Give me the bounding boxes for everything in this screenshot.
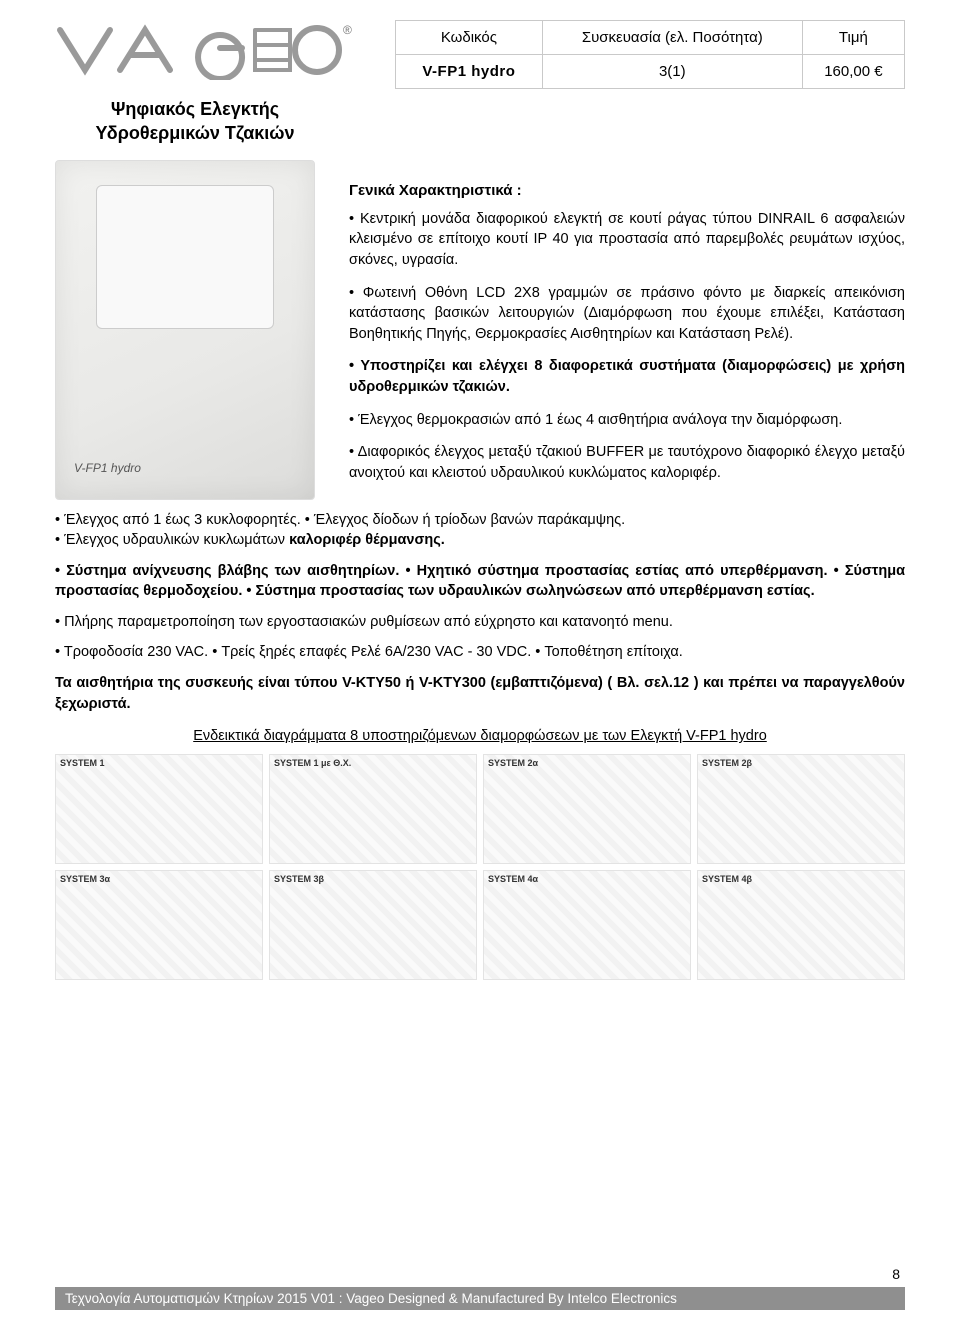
diagrams-grid: SYSTEM 1 SYSTEM 1 με Θ.Χ. SYSTEM 2α SYST… (55, 754, 905, 980)
page-number: 8 (892, 1266, 900, 1282)
cell-price: 160,00 € (802, 55, 904, 89)
diagram-4: SYSTEM 2β (697, 754, 905, 864)
diagram-3: SYSTEM 2α (483, 754, 691, 864)
diagram-5: SYSTEM 3α (55, 870, 263, 980)
para-6b-bold: καλοριφέρ θέρμανσης. (289, 532, 445, 548)
col-code: Κωδικός (396, 21, 543, 55)
para-sensors: Τα αισθητήρια της συσκευής είναι τύπου V… (55, 673, 905, 714)
diagram-8: SYSTEM 4β (697, 870, 905, 980)
device-photo: SYS: 6 AUX: ON V-FP1 hydro (55, 160, 315, 500)
diagram-4-label: SYSTEM 2β (702, 758, 752, 768)
col-pack: Συσκευασία (ελ. Ποσότητα) (542, 21, 802, 55)
diagram-7-label: SYSTEM 4α (488, 874, 538, 884)
diagram-6: SYSTEM 3β (269, 870, 477, 980)
lcd-line-1: SYS: 6 (133, 229, 239, 241)
para-2: • Φωτεινή Οθόνη LCD 2X8 γραμμών σε πράσι… (349, 283, 905, 345)
para-3: • Υποστηρίζει και ελέγχει 8 διαφορετικά … (349, 356, 905, 397)
section-title: Γενικά Χαρακτηριστικά : (349, 180, 905, 201)
diagram-7: SYSTEM 4α (483, 870, 691, 980)
para-5: • Διαφορικός έλεγχος μεταξύ τζακιού BUFF… (349, 442, 905, 483)
diagram-1-label: SYSTEM 1 (60, 758, 105, 768)
diagram-1: SYSTEM 1 (55, 754, 263, 864)
para-bold-block: • Σύστημα ανίχνευσης βλάβης των αισθητηρ… (55, 561, 905, 602)
para-6b-pre: • Έλεγχος υδραυλικών κυκλωμάτων (55, 532, 289, 548)
diagram-2: SYSTEM 1 με Θ.Χ. (269, 754, 477, 864)
para-6a: • Έλεγχος από 1 έως 3 κυκλοφορητές. • Έλ… (55, 512, 625, 528)
diagram-6-label: SYSTEM 3β (274, 874, 324, 884)
svg-text:®: ® (343, 23, 352, 37)
diagram-3-label: SYSTEM 2α (488, 758, 538, 768)
para-1: • Κεντρική μονάδα διαφορικού ελεγκτή σε … (349, 209, 905, 271)
para-plain-2: • Τροφοδοσία 230 VAC. • Τρείς ξηρές επαφ… (55, 642, 905, 663)
col-price: Τιμή (802, 21, 904, 55)
footer-bar: Τεχνολογία Αυτοματισμών Κτηρίων 2015 V01… (55, 1287, 905, 1310)
para-4: • Έλεγχος θερμοκρασιών από 1 έως 4 αισθη… (349, 410, 905, 431)
device-photo-label: V-FP1 hydro (74, 461, 141, 475)
cell-code: V-FP1 hydro (396, 55, 543, 89)
para-6: • Έλεγχος από 1 έως 3 κυκλοφορητές. • Έλ… (55, 510, 905, 551)
cell-pack: 3(1) (542, 55, 802, 89)
diagram-2-label: SYSTEM 1 με Θ.Χ. (274, 758, 351, 768)
product-title-line2: Υδροθερμικών Τζακιών (95, 123, 294, 143)
pricing-table: Κωδικός Συσκευασία (ελ. Ποσότητα) Τιμή V… (395, 20, 905, 89)
product-title-line1: Ψηφιακός Ελεγκτής (111, 99, 279, 119)
para-plain-1: • Πλήρης παραμετροποίηση των εργοστασιακ… (55, 612, 905, 633)
product-title: Ψηφιακός Ελεγκτής Υδροθερμικών Τζακιών (55, 97, 335, 146)
diagram-8-label: SYSTEM 4β (702, 874, 752, 884)
diagrams-title: Ενδεικτικά διαγράμματα 8 υποστηριζόμενων… (55, 728, 905, 744)
brand-logo: ® Ψηφιακός Ελεγκτής Υδροθερμικών Τζακιών (55, 20, 395, 146)
diagram-5-label: SYSTEM 3α (60, 874, 110, 884)
lcd-line-2: AUX: ON (133, 241, 239, 253)
device-lcd: SYS: 6 AUX: ON (128, 225, 244, 267)
